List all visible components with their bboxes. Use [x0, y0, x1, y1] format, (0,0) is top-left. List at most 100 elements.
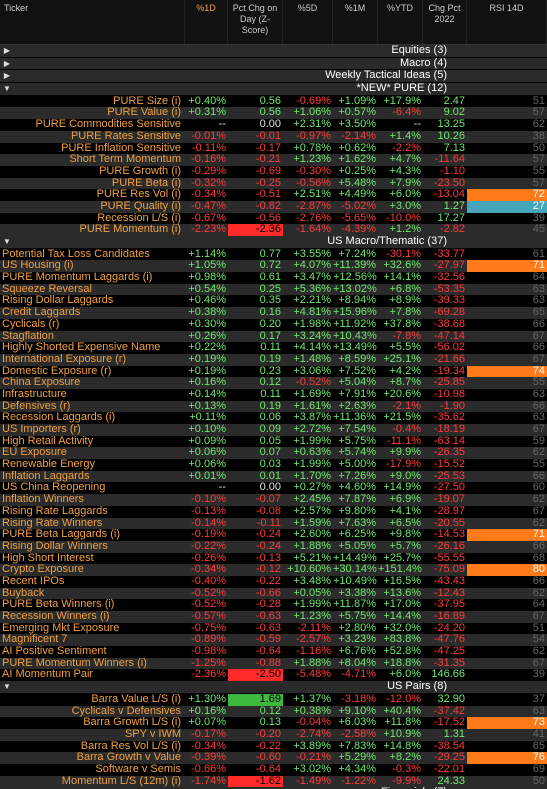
- cell-pct-ytd: +13.6%: [383, 587, 421, 599]
- cell-pct-ytd: +6.9%: [389, 494, 422, 506]
- table-row[interactable]: Domestic Exposure (r) +0.19% 0.23 +3.06% +7.…: [0, 365, 547, 378]
- table-row[interactable]: Recession Laggards (i) +0.11% 0.06 +3.87% +1…: [0, 412, 547, 424]
- cell-pct-1d: -0.34%: [191, 740, 226, 752]
- cell-chgpct-2022: 24.33: [437, 775, 465, 787]
- table-row[interactable]: PURE Momentum (i) -2.23% -2.36 -1.64% -4.39%…: [0, 224, 547, 236]
- table-row[interactable]: PURE Beta (i) -0.32% -0.25 -0.56% +5.48% +7.9…: [0, 177, 547, 190]
- cell-rsi14d: 55: [532, 377, 545, 389]
- table-row[interactable]: Recession Winners (i) -0.57% -0.63 +1.23% +5…: [0, 611, 547, 623]
- table-row[interactable]: Magnificent 7 -0.89% -0.59 -2.57% +3.23% +83.…: [0, 634, 547, 647]
- col-5d[interactable]: %5D: [283, 0, 333, 44]
- cell-zscore: -0.60: [255, 752, 281, 764]
- table-row[interactable]: PURE Beta Winners (i) -0.52% -0.28 +1.99% +1…: [0, 599, 547, 611]
- table-row[interactable]: Crypto Exposure -0.34% -0.12 +10.60% +30.14%…: [0, 564, 547, 576]
- col-ticker[interactable]: Ticker: [0, 0, 185, 44]
- col-1m[interactable]: %1M: [333, 0, 378, 44]
- table-row[interactable]: Short Term Momentum -0.16% -0.21 +1.23% +1.6…: [0, 154, 547, 166]
- table-row[interactable]: Rising Dollar Laggards +0.46% 0.35 +2.21% +8…: [0, 295, 547, 307]
- table-row[interactable]: Barra Growth v Value -0.39% -0.60 -0.21% +5.…: [0, 752, 547, 764]
- table-row[interactable]: Recent IPOs -0.40% -0.22 +3.48% +10.49% +16.5…: [0, 576, 547, 588]
- cell-pct-ytd: -30.1%: [386, 248, 421, 260]
- cell-zscore: -0.51: [255, 189, 281, 201]
- table-row[interactable]: Squeeze Reversal +0.54% 0.25 +5.36% +13.02% +…: [0, 283, 547, 296]
- cell-pct-1d: +0.19%: [188, 353, 226, 365]
- cell-pct-5d: +4.14%: [293, 342, 331, 354]
- table-row[interactable]: EU Exposure +0.06% 0.07 +0.63% +5.74% +9.9% -2…: [0, 447, 547, 460]
- table-row[interactable]: Cyclicals v Defensives +0.16% 0.12 +0.38% +9…: [0, 705, 547, 718]
- table-row[interactable]: PURE Res Vol (i) -0.34% -0.51 +2.51% +4.49% +…: [0, 189, 547, 201]
- table-row[interactable]: Buyback -0.52% -0.66 +0.05% +3.38% +13.6% -12.…: [0, 587, 547, 600]
- table-row[interactable]: Inflation Winners -0.10% -0.07 +2.45% +7.87%…: [0, 494, 547, 506]
- table-row[interactable]: Software v Semis -0.66% -0.64 +3.02% +4.34% -…: [0, 764, 547, 776]
- table-row[interactable]: US Importers (r) +0.10% 0.09 +2.72% +7.54% -0…: [0, 424, 547, 436]
- chevron-down-icon[interactable]: ▼: [3, 84, 11, 94]
- table-row[interactable]: Rising Dollar Winners -0.22% -0.24 +1.88% +5…: [0, 540, 547, 553]
- cell-rsi14d: 50: [532, 142, 545, 154]
- group-header[interactable]: ▼ US Pairs (8): [0, 680, 547, 694]
- table-row[interactable]: Renewable Energy +0.06% 0.03 +1.99% +5.00% -1…: [0, 459, 547, 471]
- table-row[interactable]: Barra Growth L/S (i) +0.07% 0.13 -0.04% +6.0…: [0, 717, 547, 729]
- cell-pct-ytd: -2.2%: [392, 142, 421, 154]
- cell-chgpct-2022: -16.89: [433, 611, 465, 622]
- table-row[interactable]: PURE Size (i) +0.40% 0.56 -0.69% +1.09% +17.9…: [0, 96, 547, 108]
- table-row[interactable]: AI Positive Sentiment -0.98% -0.64 -1.16% +6…: [0, 646, 547, 658]
- table-row[interactable]: US Housing (i) +1.05% 0.72 +4.07% +11.39% +32…: [0, 260, 547, 273]
- group-header[interactable]: ▼ *NEW* PURE (12): [0, 82, 547, 96]
- group-header[interactable]: ▶ Equities (3): [0, 44, 547, 58]
- col-1d[interactable]: %1D: [185, 0, 228, 44]
- table-row[interactable]: High Short Interest -0.26% -0.13 +5.21% +14.…: [0, 553, 547, 565]
- table-row[interactable]: Credit Laggards +0.38% 0.16 +4.81% +15.96% +7…: [0, 307, 547, 319]
- table-row[interactable]: PURE Inflation Sensitive -0.11% -0.17 +0.78…: [0, 143, 547, 155]
- table-row[interactable]: Potential Tax Loss Candidates +1.14% 0.77 +…: [0, 249, 547, 261]
- table-row[interactable]: Rising Rate Winners -0.14% -0.11 +1.59% +7.6…: [0, 517, 547, 530]
- chevron-down-icon[interactable]: ▼: [3, 237, 11, 246]
- table-row[interactable]: Infrastructure +0.14% 0.11 +1.69% +7.91% +20.…: [0, 389, 547, 401]
- chevron-right-icon[interactable]: ▶: [3, 58, 11, 68]
- table-row[interactable]: PURE Quality (i) -0.47% -0.82 -2.87% -5.02% +…: [0, 200, 547, 213]
- group-label: Financials (7): [14, 787, 547, 789]
- cell-ticker: Defensives (r): [2, 400, 71, 412]
- table-row[interactable]: SPY v IWM -0.17% -0.20 -2.74% -2.58% +10.9% 1.…: [0, 728, 547, 741]
- cell-chgpct-2022: -17.52: [433, 717, 465, 729]
- cell-pct-ytd: +9.8%: [389, 529, 422, 541]
- table-row[interactable]: PURE Value (i) +0.31% 0.56 +1.06% +0.57% -6.4…: [0, 107, 547, 120]
- table-row[interactable]: Barra Res Vol L/S (i) -0.34% -0.22 +3.89% +7…: [0, 741, 547, 753]
- chevron-right-icon[interactable]: ▶: [3, 46, 11, 55]
- table-row[interactable]: Recession L/S (i) -0.67% -0.56 -2.76% -5.65%…: [0, 213, 547, 225]
- table-row[interactable]: PURE Growth (i) -0.29% -0.69 -0.30% +0.25% +4…: [0, 166, 547, 178]
- table-row[interactable]: PURE Momentum Winners (i) -1.25% -0.88 +1.8…: [0, 657, 547, 670]
- cell-pct-1d: +0.31%: [188, 107, 226, 119]
- cell-pct-ytd: +21.5%: [383, 412, 421, 424]
- table-row[interactable]: PURE Beta Laggards (i) -0.19% -0.24 +2.60% +…: [0, 529, 547, 541]
- chevron-right-icon[interactable]: ▶: [3, 71, 11, 81]
- col-rsi14d[interactable]: RSI 14D: [467, 0, 547, 44]
- group-header[interactable]: ▼ US Macro/Thematic (37): [0, 235, 547, 249]
- table-row[interactable]: PURE Momentum Laggards (i) +0.98% 0.61 +3.4…: [0, 272, 547, 284]
- table-row[interactable]: Highly Shorted Expensive Name +0.22% 0.11 +…: [0, 342, 547, 354]
- cell-rsi14d: 63: [532, 295, 545, 307]
- col-ytd[interactable]: %YTD: [378, 0, 423, 44]
- table-row[interactable]: PURE Commodities Sensitive -- 0.00 +2.31% +3…: [0, 119, 547, 131]
- cell-pct-1d: -1.25%: [191, 657, 226, 669]
- col-chgpct-2022[interactable]: Chg Pct 2022: [423, 0, 467, 44]
- group-header[interactable]: ▶ Macro (4): [0, 57, 547, 71]
- table-row[interactable]: Barra Value L/S (i) +1.30% 1.69 +1.37% -3.18…: [0, 693, 547, 706]
- table-row[interactable]: China Exposure +0.16% 0.12 -0.52% +5.04% +8.7…: [0, 377, 547, 389]
- chevron-down-icon[interactable]: ▼: [3, 682, 11, 692]
- table-row[interactable]: PURE Rates Sensitive -0.01% -0.01 -0.97% -2.…: [0, 130, 547, 143]
- table-row[interactable]: Emerging Mkt Exposure -0.75% -0.63 -2.11% +2…: [0, 623, 547, 635]
- table-row[interactable]: Cyclicals (r) +0.30% 0.20 +1.98% +11.92% +37.…: [0, 319, 547, 331]
- table-row[interactable]: Inflation Laggards +0.01% 0.01 +1.70% +7.26%…: [0, 470, 547, 483]
- table-row[interactable]: Rising Rate Laggards -0.13% -0.08 +2.57% +9.…: [0, 506, 547, 518]
- cell-ticker: Recession Winners (i): [2, 611, 110, 622]
- group-header[interactable]: ▶ Weekly Tactical Ideas (5): [0, 70, 547, 84]
- table-row[interactable]: US China Reopening -- 0.00 +0.27% +4.60% +14.…: [0, 482, 547, 494]
- table-row[interactable]: Defensives (r) +0.13% 0.19 +1.61% +2.63% -2.1…: [0, 400, 547, 413]
- table-row[interactable]: International Exposure (r) +0.19% 0.19 +1.4…: [0, 353, 547, 366]
- table-row[interactable]: High Retail Activity +0.09% 0.05 +1.99% +5.7…: [0, 436, 547, 448]
- table-row[interactable]: AI Momentum Pair -2.36% -2.50 -5.48% -4.71% +…: [0, 669, 547, 682]
- table-row[interactable]: Momentum L/S (12m) (i) -1.74% -1.62 -1.49% -…: [0, 775, 547, 788]
- cell-ticker: Recession L/S (i): [97, 212, 181, 224]
- col-zscore[interactable]: Pct Chg on Day (Z-Score): [228, 0, 283, 44]
- table-row[interactable]: Stagflation +0.26% 0.17 +3.24% +10.43% -7.8% -…: [0, 330, 547, 343]
